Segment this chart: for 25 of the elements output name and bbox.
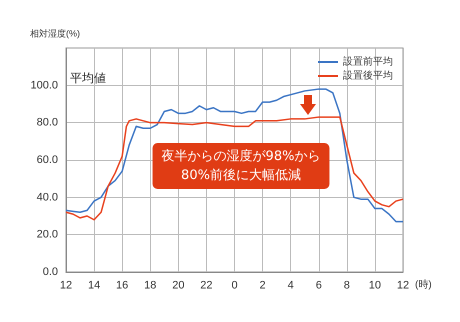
y-tick-label: 60.0 (36, 154, 58, 166)
x-tick-label: 12 (60, 280, 72, 292)
x-tick-label: 12 (396, 280, 410, 292)
x-tick-label: 22 (200, 280, 213, 292)
legend-label: 設置前平均 (343, 56, 393, 68)
annotation: 夜半からの湿度が98%から 80%前後に大幅低減 (162, 148, 320, 183)
y-tick-label: 80.0 (36, 116, 58, 129)
x-tick-label: 0 (231, 280, 238, 292)
x-tick-label: 16 (116, 280, 128, 292)
y-axis-title: 相対湿度(%) (30, 28, 80, 38)
y-tick-label: 100.0 (30, 79, 58, 92)
x-tick-label: 10 (368, 280, 382, 292)
legend-label: 設置後平均 (343, 70, 393, 82)
y-tick-label: 40.0 (36, 191, 58, 204)
x-tick-label: 8 (344, 280, 350, 292)
x-tick-label: 2 (260, 280, 266, 292)
x-tick-label: 14 (88, 280, 100, 292)
x-tick-label: 20 (172, 280, 184, 292)
x-tick-label: 6 (316, 280, 322, 292)
x-tick-label: 18 (144, 280, 156, 292)
annotation: 平均値 (70, 71, 106, 85)
y-tick-label: 0.0 (42, 266, 58, 278)
x-tick-label: 4 (288, 280, 294, 292)
y-tick-label: 20.0 (36, 228, 58, 241)
x-axis-title: (時) (415, 278, 432, 290)
